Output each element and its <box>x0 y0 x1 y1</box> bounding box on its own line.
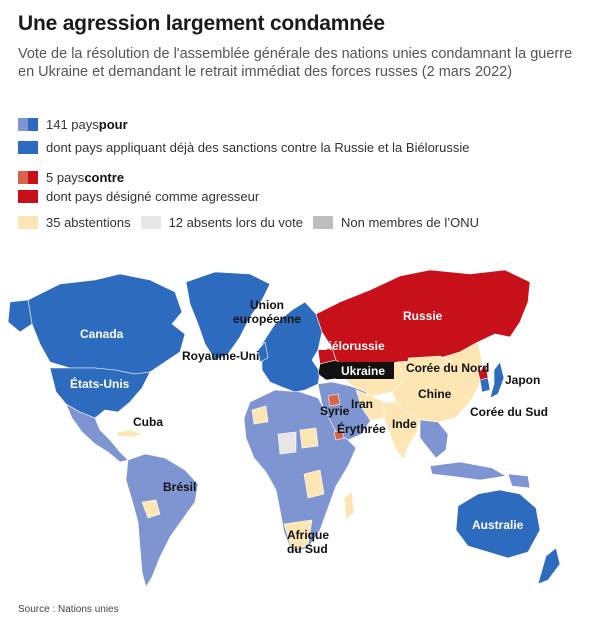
legend-absent-swatch <box>140 216 161 229</box>
label-chine: Chine <box>418 387 452 401</box>
label-etats-unis: États-Unis <box>70 376 130 391</box>
label-erythree: Érythrée <box>337 421 386 436</box>
label-ukraine: Ukraine <box>341 364 385 378</box>
label-cuba: Cuba <box>133 415 163 429</box>
japan <box>489 361 505 399</box>
legend-sanctions-swatch <box>18 141 38 154</box>
united-kingdom <box>257 341 269 363</box>
legend-nonmember-label: Non membres de l’ONU <box>341 215 479 230</box>
label-syrie: Syrie <box>320 404 350 418</box>
south-africa <box>283 519 313 551</box>
label-bresil: Brésil <box>163 480 196 494</box>
label-afrique-2: du Sud <box>287 542 328 556</box>
legend-for: 141 pays pour <box>18 117 128 132</box>
label-australie: Australie <box>472 518 524 532</box>
chart-title: Une agression largement condamnée <box>18 12 385 35</box>
madagascar <box>343 491 355 521</box>
bolivia <box>141 499 161 519</box>
cuba <box>115 429 143 438</box>
legend-sanctions-label: dont pays appliquant déjà des sanctions … <box>46 140 470 155</box>
label-afrique-1: Afrique <box>287 528 329 542</box>
eritrea <box>333 429 345 441</box>
legend-nonmember-swatch <box>313 216 333 229</box>
africa-absent <box>277 431 297 455</box>
greenland <box>185 271 271 361</box>
legend-against-swatch <box>18 171 38 184</box>
legend-for-count: 141 pays <box>46 117 99 132</box>
label-coree-nord: Corée du Nord <box>406 361 489 375</box>
legend-aggressor-swatch <box>18 190 38 203</box>
india <box>383 401 421 461</box>
label-japon: Japon <box>505 373 540 387</box>
source-note: Source : Nations unies <box>18 604 119 615</box>
australia <box>455 489 541 559</box>
legend-for-sanctions: dont pays appliquant déjà des sanctions … <box>18 140 469 155</box>
ukraine-label-box <box>336 362 394 379</box>
legend-abstention-swatch <box>18 216 38 229</box>
africa-abstentions-north <box>251 405 269 425</box>
south-korea <box>479 377 491 393</box>
africa <box>243 389 357 553</box>
label-inde: Inde <box>392 417 417 431</box>
legend-other: 35 abstentions 12 absents lors du vote N… <box>18 215 479 230</box>
legend-against-count: 5 pays <box>46 170 85 185</box>
label-royaume-uni: Royaume-Uni <box>182 349 259 363</box>
chart-subtitle: Vote de la résolution de l'assemblée gén… <box>18 46 573 80</box>
indonesia <box>429 461 507 481</box>
mongolia <box>407 355 453 371</box>
legend-aggressor: dont pays désigné comme agresseur <box>18 189 259 204</box>
legend-aggressor-label: dont pays désigné comme agresseur <box>46 189 260 204</box>
canada <box>27 273 186 375</box>
label-iran: Iran <box>351 397 373 411</box>
legend-abstention-label: 35 abstentions <box>46 215 131 230</box>
papua-new-guinea <box>507 473 531 489</box>
label-union-2: européenne <box>233 312 301 326</box>
new-zealand <box>537 547 561 585</box>
label-bielorussie: Biélorussie <box>320 339 385 353</box>
africa-abstentions-central <box>299 427 319 449</box>
legend-against-word: contre <box>84 170 125 185</box>
alaska <box>7 299 33 333</box>
legend-for-word: pour <box>98 117 128 132</box>
world-map: Canada Union européenne Russie Biéloruss… <box>7 269 561 588</box>
legend-absent-label: 12 absents lors du vote <box>168 215 303 230</box>
european-union <box>261 301 323 393</box>
label-canada: Canada <box>80 327 124 341</box>
southeast-asia <box>419 419 449 459</box>
united-states <box>49 367 151 419</box>
south-america <box>125 453 199 588</box>
syria <box>327 393 341 407</box>
africa-abstentions-east <box>303 469 325 499</box>
legend-against: 5 pays contre <box>18 170 124 185</box>
legend-for-swatch <box>18 118 38 131</box>
label-union-1: Union <box>250 298 284 312</box>
label-russie: Russie <box>403 309 443 323</box>
label-coree-sud: Corée du Sud <box>470 405 548 419</box>
